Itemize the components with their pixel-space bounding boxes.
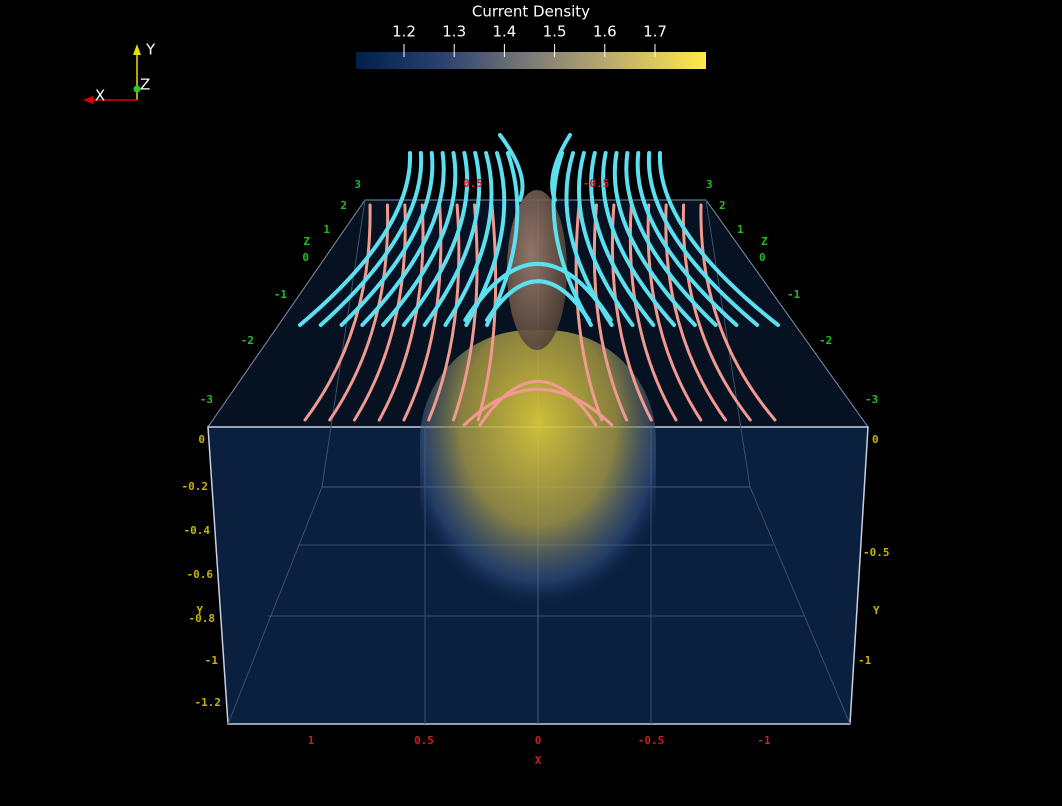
pink-streamline [462,387,614,427]
orientation-axes: Y Z X [83,41,156,105]
axis-label: 0 [872,433,879,446]
cyan-streamline [318,151,424,327]
colorbar-tick-label: 1.5 [543,23,567,41]
axis-label: -1 [787,288,801,301]
cyan-streamline [339,151,435,327]
axis-label: 2 [719,199,726,212]
axis-label: 3 [706,178,713,191]
orient-y: Y [145,41,156,59]
axis-label: -1.2 [195,696,222,709]
cyan-streamline [601,151,677,327]
cyan-streamline [624,151,718,327]
cyan-streamline [485,279,591,322]
axis-label: -1 [274,288,288,301]
cyan-streamline [401,151,470,327]
colorbar-tick-label: 1.7 [643,23,667,41]
axis-label: -3 [865,393,878,406]
axis-label: 0 [535,734,542,747]
axis-label: 1 [308,734,315,747]
cyan-streamline [612,151,697,327]
pink-streamline [646,203,703,422]
orient-z: Z [140,76,150,94]
pink-streamline [451,203,479,422]
axis-label: -1 [757,734,771,747]
pink-streamline [328,203,390,422]
cyan-streamline [550,133,572,202]
colorbar-tick-label: 1.6 [593,23,617,41]
axis-label: -0.5 [863,546,890,559]
cyan-streamline [657,151,780,327]
axis-label: 1 [323,223,330,236]
cyan-streamline [381,151,458,327]
axis-title: Y [873,604,880,617]
cyan-streamline [576,151,635,327]
axis-label: -2 [819,334,832,347]
axis-label: -3 [200,393,213,406]
colorbar-tick-label: 1.4 [492,23,516,41]
colorbar-title: Current Density [472,3,590,21]
cyan-streamline [443,151,494,327]
pink-streamline [699,203,777,422]
axis-label: -0.2 [182,480,209,493]
colorbar-tick-label: 1.2 [392,23,416,41]
cyan-streamline [635,151,739,327]
pink-streamline [352,203,407,422]
axis-label: -0.8 [189,612,216,625]
axis-label: -1 [205,654,219,667]
axis-label: -0.5 [583,177,610,190]
axis-label: 2 [340,199,347,212]
axis-label: 0.5 [414,734,434,747]
axis-label: 0 [198,433,205,446]
cyan-streamline [564,151,614,327]
axis-label: 0 [759,251,766,264]
conductor-body [507,190,567,350]
current-glow [420,330,656,640]
axis-label: -0.4 [184,524,211,537]
pink-streamline [476,203,498,422]
cyan-streamline [422,151,482,327]
cyan-streamlines [298,133,780,327]
axis-label: -0.6 [187,568,214,581]
pink-streamline [377,203,425,422]
cyan-streamline [589,151,656,327]
cyan-streamline [551,151,593,327]
axis-title: Y [196,604,203,617]
cyan-streamline [298,151,413,327]
axis-label: -0.5 [638,734,665,747]
axis-title: Z [761,235,768,248]
axis-label: -2 [241,334,254,347]
pink-streamline [610,203,653,422]
axis-label: 1 [737,223,744,236]
axis-label: 0.5 [463,177,483,190]
pink-streamline [574,203,604,422]
colorbar-tick-label: 1.3 [442,23,466,41]
cyan-streamline [498,133,525,202]
cyan-streamline [360,151,446,327]
axis-title: X [535,754,542,767]
pink-streamline [303,203,372,422]
axis-label: -1 [858,654,872,667]
axis-label: 0 [302,251,309,264]
pink-streamline [478,379,598,427]
colorbar [356,52,706,69]
axis-title: Z [303,235,310,248]
pink-streamline [664,203,728,422]
cyan-streamline [646,151,760,327]
pink-streamline [592,203,629,422]
orient-x: X [95,87,105,105]
cyan-streamline [485,151,520,327]
pink-streamline [681,203,752,422]
axis-label: 3 [354,178,361,191]
